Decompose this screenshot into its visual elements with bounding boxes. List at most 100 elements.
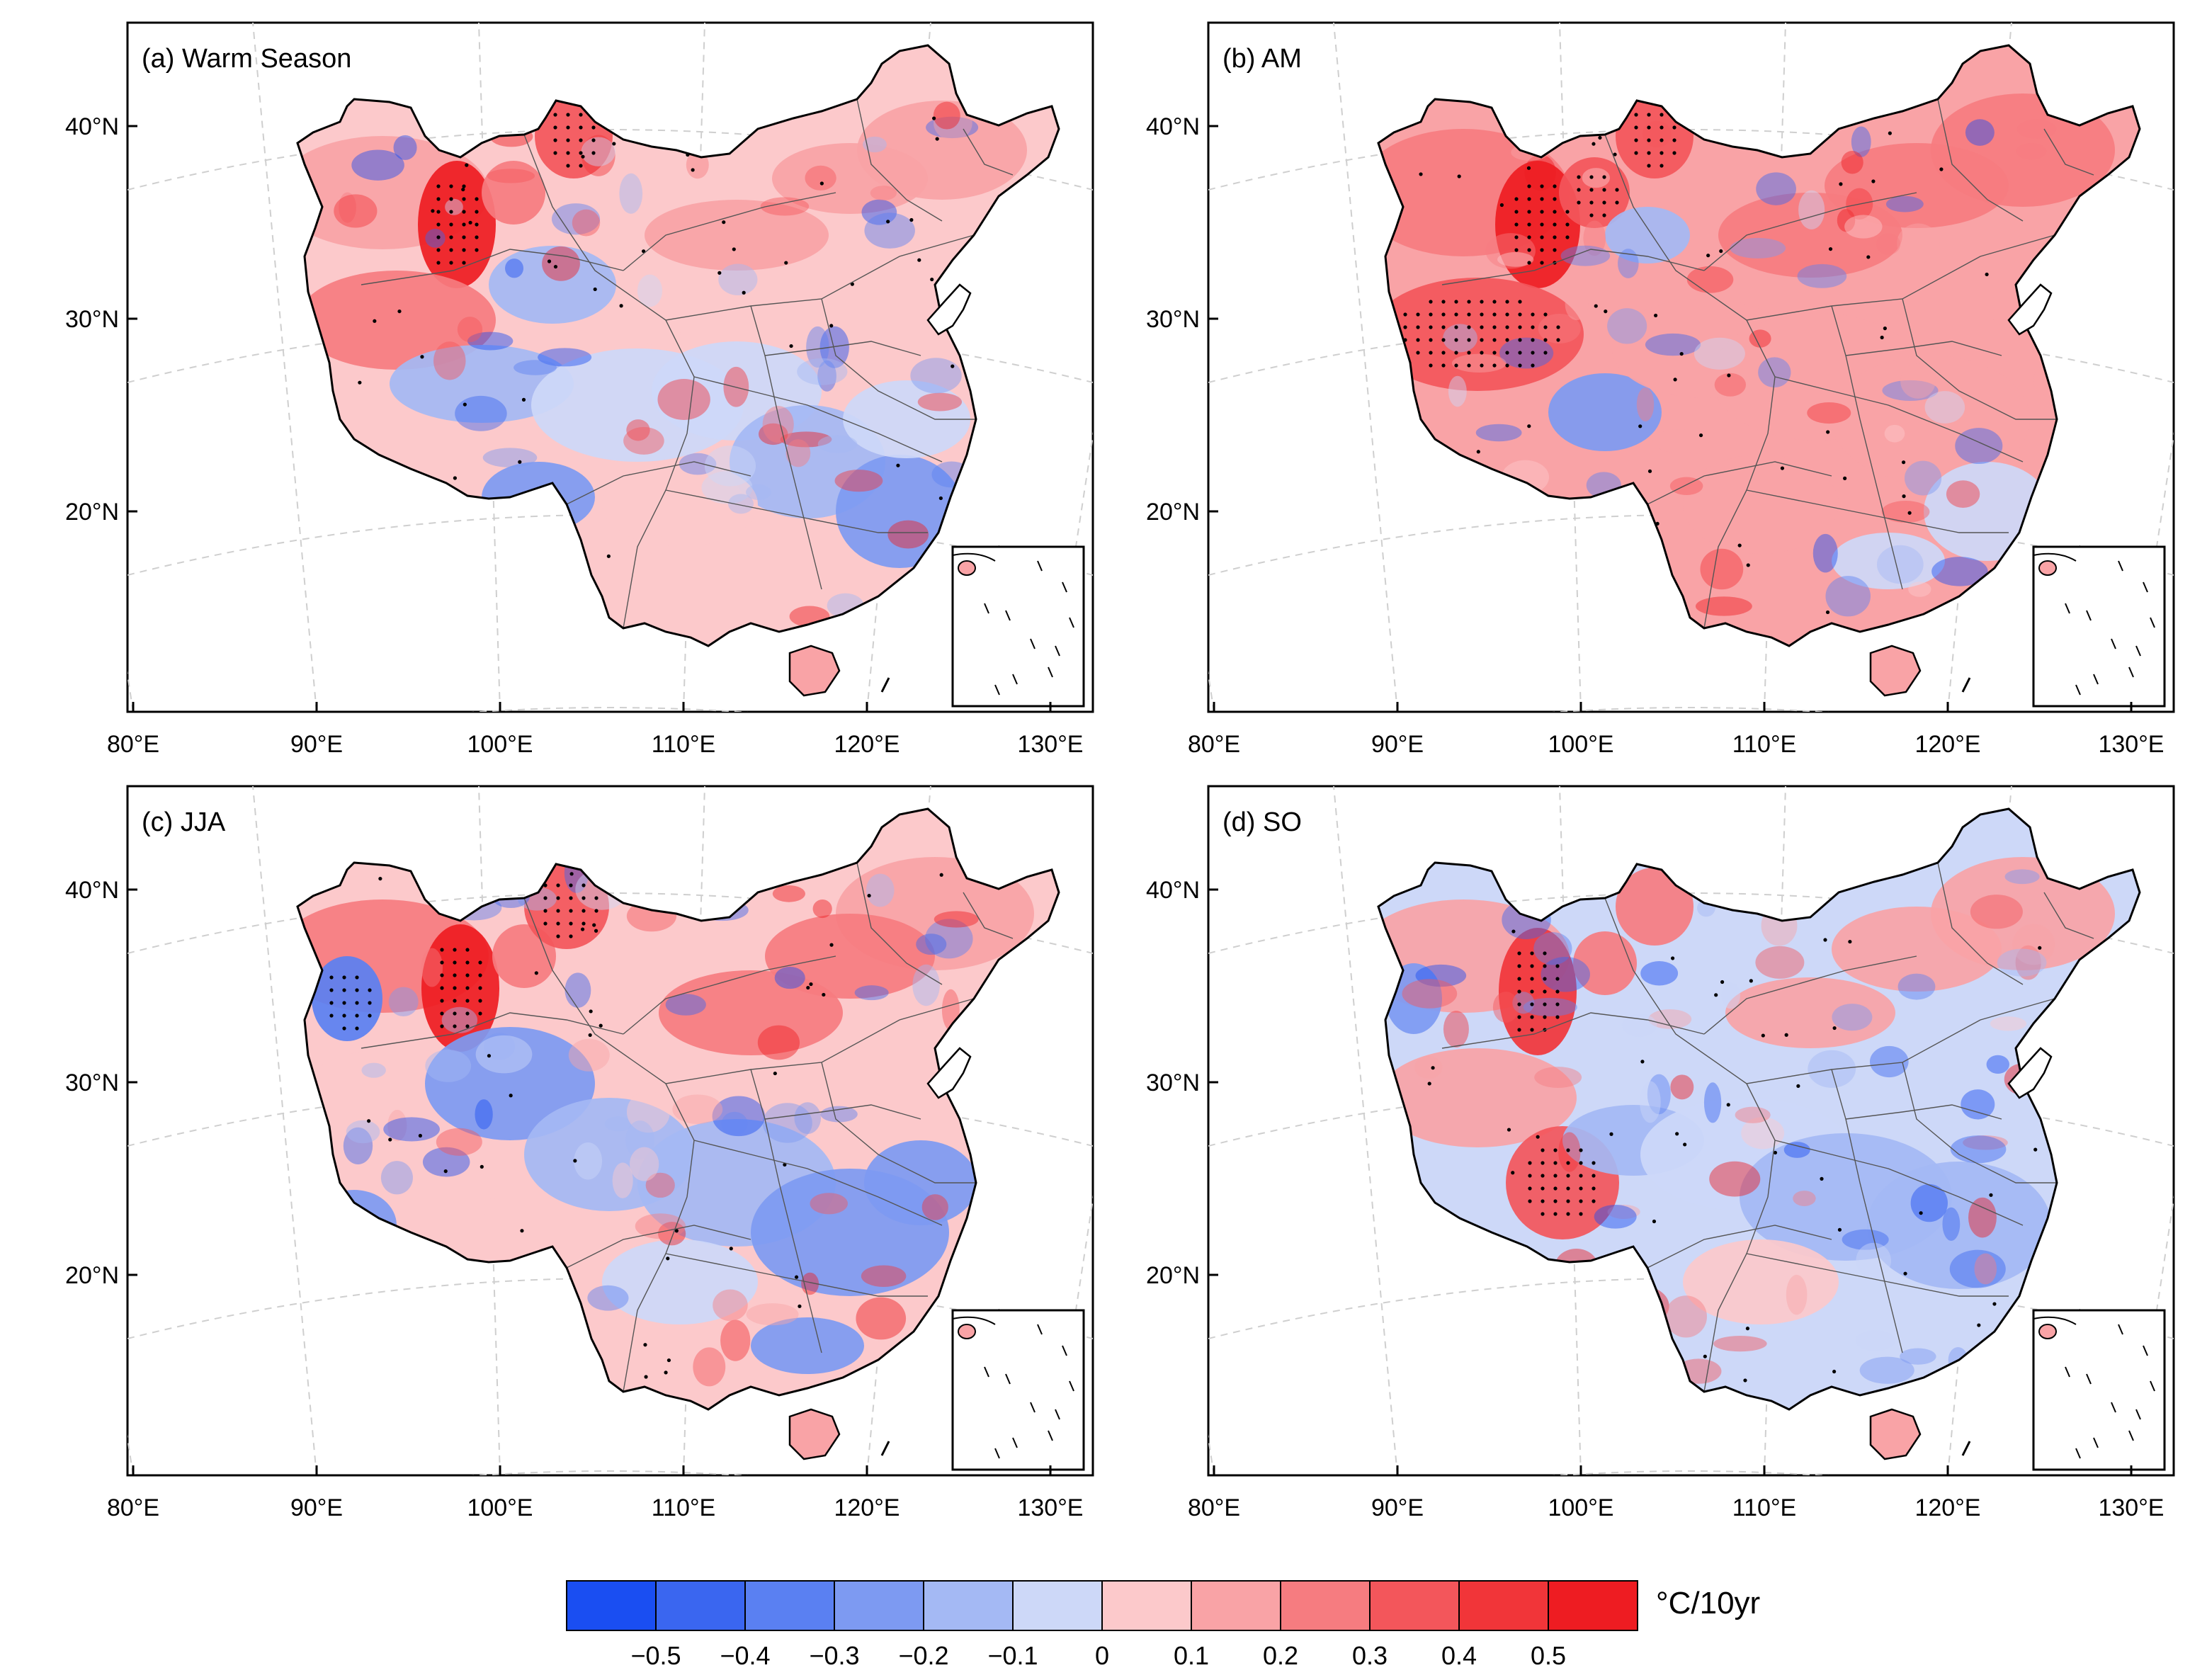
lon-tick-label: 110°E [652,1494,715,1521]
province-boundaries [1441,862,2094,1392]
colorbar-labels: −0.5 −0.4 −0.3 −0.2 −0.1 0 0.1 0.2 0.3 0.4 0.5 [630,1641,1566,1670]
province-boundaries [1441,98,2094,629]
lat-tick-label: 30°N [1146,306,1200,333]
map-body [127,23,1093,712]
panel-b: (b) AM 40°N 30°N 20°N 80°E 90°E 100°E 110°E 120… [1146,21,2175,758]
lat-tick-label: 30°N [65,306,119,333]
significance-stipple [1403,113,2029,615]
lon-tick-label: 90°E [1371,731,1424,758]
bohai-sea [926,283,972,336]
lat-tick-label: 40°N [1146,113,1200,140]
south-china-sea-inset [2032,1309,2166,1471]
lon-tick-label: 130°E [1017,1494,1083,1521]
colorbar-tick-label: 0.2 [1263,1641,1298,1670]
bohai-sea [926,1047,972,1099]
lon-tick-label: 100°E [467,1494,533,1521]
lon-tick-label: 120°E [834,1494,900,1521]
colorbar-tick-label: 0 [1095,1641,1109,1670]
lon-tick-label: 100°E [467,731,533,758]
map-body [127,786,1093,1475]
south-china-sea-inset [951,545,1085,708]
lon-tick-label: 110°E [1732,1494,1796,1521]
province-boundaries [361,862,1014,1392]
lon-tick-label: 110°E [652,731,715,758]
colorbar-tick-label: 0.3 [1352,1641,1388,1670]
colorbar-tick-label: −0.1 [987,1641,1038,1670]
colorbar-box [655,1580,746,1631]
south-china-sea-inset [2032,545,2166,708]
panel-title: (c) JJA [142,807,226,837]
lon-tick-label: 80°E [107,731,159,758]
lat-tick-label: 20°N [65,499,119,526]
colorbar-tick-label: −0.5 [630,1641,681,1670]
hainan-island [788,1408,841,1460]
lat-tick-label: 20°N [1146,1262,1200,1289]
panel-title: (d) SO [1222,807,1302,837]
panel-title: (b) AM [1222,44,1302,74]
hainan-island [1869,645,1922,697]
panel-title: (a) Warm Season [142,44,351,74]
axis-ticks: 40°N 30°N 20°N 80°E 90°E 100°E 110°E 120°E 130°E [1146,877,2164,1521]
colorbar-box [1369,1580,1460,1631]
colorbar-box [744,1580,835,1631]
lon-tick-label: 100°E [1548,731,1613,758]
colorbar-tick-label: 0.5 [1531,1641,1566,1670]
hainan-island [1869,1408,1922,1460]
colorbar-box [1191,1580,1281,1631]
colorbar-box [1280,1580,1371,1631]
colorbar-tick-label: 0.4 [1441,1641,1477,1670]
hainan-island [788,645,841,697]
trend-field [297,853,1034,1387]
lon-tick-label: 90°E [1371,1494,1424,1521]
panel-c: (c) JJA 40°N 30°N 20°N 80°E 90°E 100°E 110°E 12… [65,785,1094,1521]
island-mark [880,1441,890,1456]
colorbar-boxes [566,1580,1638,1631]
colorbar-unit: °C/10yr [1656,1586,1760,1621]
south-china-sea-inset [951,1309,1085,1471]
lon-tick-label: 130°E [1017,731,1083,758]
lon-tick-label: 110°E [1732,731,1796,758]
lat-tick-label: 40°N [1146,877,1200,904]
lon-tick-label: 80°E [1188,731,1240,758]
lon-tick-label: 120°E [1914,731,1980,758]
lat-tick-label: 30°N [1146,1069,1200,1096]
bohai-sea [2007,283,2053,336]
lat-tick-label: 30°N [65,1069,119,1096]
significance-stipple [1427,929,2043,1383]
colorbar-tick-label: −0.3 [809,1641,859,1670]
lat-tick-label: 20°N [65,1262,119,1289]
province-boundaries [361,98,1014,629]
axis-ticks: 40°N 30°N 20°N 80°E 90°E 100°E 110°E 120°E 130°E [65,877,1083,1521]
island-mark [1961,1441,1971,1456]
colorbar-box [1458,1580,1549,1631]
colorbar-box [1101,1580,1192,1631]
lon-tick-label: 120°E [834,731,900,758]
bohai-sea [2007,1047,2053,1099]
colorbar-tick-label: 0.1 [1174,1641,1209,1670]
axis-ticks: 40°N 30°N 20°N 80°E 90°E 100°E 110°E 120°E 130°E [1146,113,2164,758]
lon-tick-label: 130°E [2098,731,2164,758]
lon-tick-label: 130°E [2098,1494,2164,1521]
lat-tick-label: 40°N [65,877,119,904]
colorbar-box [834,1580,924,1631]
country-outline [296,807,1060,1411]
country-outline [1377,44,2141,647]
trend-field [297,93,1027,638]
panel-a: (a) Warm Season 40°N 30°N 20°N 80°E 90°E 100°… [65,21,1094,758]
colorbar-box [566,1580,657,1631]
lon-tick-label: 100°E [1548,1494,1613,1521]
country-outline [296,44,1060,647]
panel-d: (d) SO 40°N 30°N 20°N 80°E 90°E 100°E 110°E 120… [1146,785,2175,1521]
map-body [1208,786,2174,1475]
lon-tick-label: 80°E [1188,1494,1240,1521]
axis-ticks: 40°N 30°N 20°N 80°E 90°E 100°E 110°E 120°E 130°E [65,113,1083,758]
island-mark [880,677,890,693]
lon-tick-label: 120°E [1914,1494,1980,1521]
country-outline [1377,807,2141,1411]
island-mark [1961,677,1971,693]
colorbar: −0.5 −0.4 −0.3 −0.2 −0.1 0 0.1 0.2 0.3 0.4 0.5 °C/… [566,1580,1760,1670]
colorbar-box [1012,1580,1103,1631]
lat-tick-label: 40°N [65,113,119,140]
colorbar-box [1548,1580,1638,1631]
